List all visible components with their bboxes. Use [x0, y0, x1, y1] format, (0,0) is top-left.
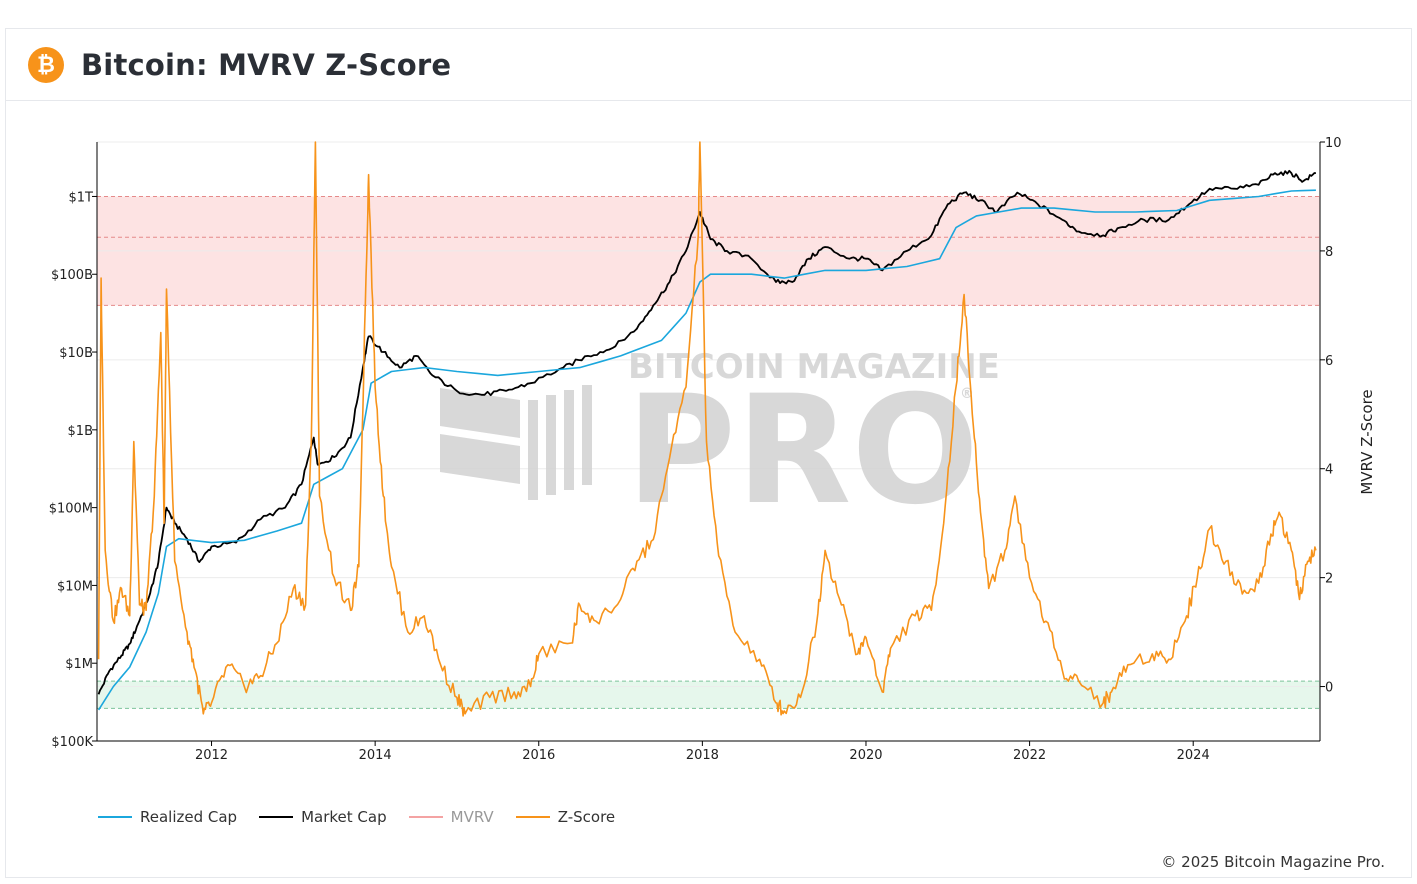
- right-tick-label: 4: [1325, 463, 1333, 478]
- left-tick-label: $100B: [51, 268, 93, 283]
- x-tick-label: 2016: [522, 748, 555, 763]
- series-z-score: [97, 141, 1317, 717]
- bitcoin-logo-icon: ₿: [28, 47, 64, 83]
- series-layer: [97, 141, 1317, 717]
- right-tick-label: 0: [1325, 681, 1333, 696]
- x-tick-label: 2024: [1177, 748, 1210, 763]
- legend-item-mvrv[interactable]: MVRV: [408, 808, 494, 826]
- gridlines: [97, 141, 1320, 688]
- axes: [96, 142, 1321, 742]
- legend-label: Market Cap: [301, 808, 387, 826]
- left-tick-label: $1M: [65, 657, 93, 672]
- x-tick-label: 2014: [359, 748, 392, 763]
- x-tick-label: 2020: [849, 748, 882, 763]
- chart-legend: Realized Cap Market Cap MVRV Z-Score: [98, 808, 615, 826]
- legend-swatch: [515, 816, 550, 818]
- left-tick-label: $1T: [69, 190, 94, 205]
- legend-swatch: [408, 816, 443, 818]
- legend-label: MVRV: [450, 808, 494, 826]
- watermark-line2: PRO: [626, 364, 979, 538]
- left-tick-label: $100M: [49, 502, 93, 517]
- left-tick-label: $1B: [68, 424, 93, 439]
- legend-label: Realized Cap: [140, 808, 238, 826]
- x-tick-label: 2022: [1013, 748, 1046, 763]
- right-tick-label: 10: [1325, 136, 1342, 151]
- x-tick-label: 2018: [686, 748, 719, 763]
- watermark-bars-icon: [440, 385, 592, 500]
- right-tick-label: 6: [1325, 354, 1333, 369]
- legend-swatch: [259, 816, 294, 818]
- left-tick-label: $10B: [59, 346, 93, 361]
- legend-item-z-score[interactable]: Z-Score: [515, 808, 616, 826]
- right-axis-title: MVRV Z-Score: [1358, 389, 1376, 494]
- chart-header: ₿ Bitcoin: MVRV Z-Score: [6, 29, 1411, 101]
- x-tick-label: 2012: [195, 748, 228, 763]
- legend-item-market-cap[interactable]: Market Cap: [259, 808, 387, 826]
- copyright-text: © 2025 Bitcoin Magazine Pro.: [1161, 853, 1385, 871]
- chart-card: ₿ Bitcoin: MVRV Z-Score: [5, 28, 1412, 878]
- watermark: BITCOIN MAGAZINE PRO ®: [440, 347, 1000, 538]
- left-tick-label: $10M: [57, 579, 93, 594]
- tick-labels: $100K $1M $10M $100M $1B $10B $100B $1T 0 2 4 6 8 10 M…: [49, 136, 1376, 763]
- page-title: Bitcoin: MVRV Z-Score: [81, 48, 452, 82]
- legend-swatch: [98, 816, 132, 818]
- zone-undervalued: [97, 681, 1320, 709]
- right-tick-label: 8: [1325, 245, 1333, 260]
- watermark-line1: BITCOIN MAGAZINE: [628, 347, 1000, 387]
- legend-label: Z-Score: [557, 808, 616, 826]
- right-tick-label: 2: [1325, 572, 1333, 587]
- legend-item-realized-cap[interactable]: Realized Cap: [98, 808, 237, 826]
- series-realized-cap: [97, 189, 1316, 711]
- left-tick-label: $100K: [51, 735, 93, 750]
